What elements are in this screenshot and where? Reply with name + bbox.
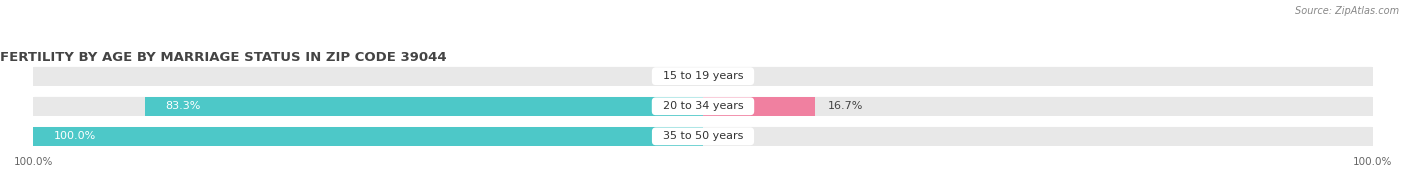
Text: 100.0%: 100.0% bbox=[53, 131, 96, 141]
Bar bbox=[34, 97, 703, 116]
Text: 35 to 50 years: 35 to 50 years bbox=[655, 131, 751, 141]
Text: FERTILITY BY AGE BY MARRIAGE STATUS IN ZIP CODE 39044: FERTILITY BY AGE BY MARRIAGE STATUS IN Z… bbox=[0, 51, 447, 64]
Bar bbox=[34, 67, 703, 85]
Bar bbox=[145, 97, 703, 116]
Bar bbox=[703, 97, 815, 116]
Text: 0.0%: 0.0% bbox=[655, 71, 683, 81]
Bar bbox=[703, 127, 1372, 146]
Text: 0.0%: 0.0% bbox=[723, 71, 751, 81]
Bar bbox=[703, 67, 1372, 85]
Text: Source: ZipAtlas.com: Source: ZipAtlas.com bbox=[1295, 6, 1399, 16]
Text: 15 to 19 years: 15 to 19 years bbox=[655, 71, 751, 81]
Bar bbox=[34, 127, 703, 146]
Text: 0.0%: 0.0% bbox=[723, 131, 751, 141]
Text: 16.7%: 16.7% bbox=[828, 101, 863, 111]
Bar bbox=[703, 97, 1372, 116]
Text: 83.3%: 83.3% bbox=[166, 101, 201, 111]
FancyBboxPatch shape bbox=[34, 126, 1372, 147]
FancyBboxPatch shape bbox=[34, 96, 1372, 117]
FancyBboxPatch shape bbox=[34, 66, 1372, 87]
Bar bbox=[34, 127, 703, 146]
Text: 20 to 34 years: 20 to 34 years bbox=[655, 101, 751, 111]
